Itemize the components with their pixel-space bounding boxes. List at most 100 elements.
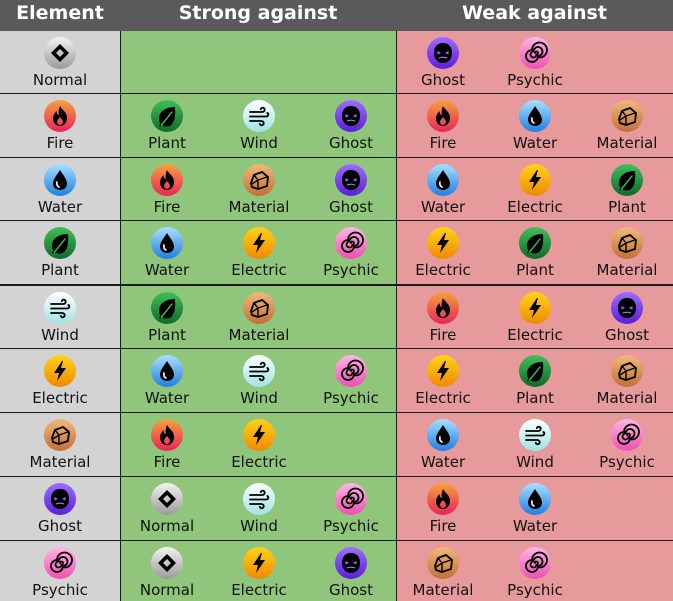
wind-icon xyxy=(243,100,275,132)
element-psychic: Psychic xyxy=(14,541,106,601)
element-normal: Normal xyxy=(14,31,106,91)
element-label: Psychic xyxy=(323,261,379,279)
element-label: Ghost xyxy=(328,134,373,152)
weak-item-plant: Plant xyxy=(489,221,581,281)
element-label: Ghost xyxy=(328,581,373,599)
element-label: Psychic xyxy=(507,71,563,89)
element-cell-material: Material xyxy=(0,413,120,476)
diamond-icon xyxy=(151,547,183,579)
element-ghost: Ghost xyxy=(14,477,106,537)
element-label: Water xyxy=(144,389,190,407)
droplet-icon xyxy=(519,100,551,132)
element-label: Material xyxy=(596,389,658,407)
weak-item-electric: Electric xyxy=(397,349,489,409)
weak-item-material: Material xyxy=(581,349,673,409)
strong-item-ghost: Ghost xyxy=(305,541,397,601)
spiral-icon xyxy=(519,547,551,579)
weak-item-plant: Plant xyxy=(581,158,673,218)
element-label: Fire xyxy=(429,517,457,535)
element-label: Fire xyxy=(153,453,181,471)
element-label: Electric xyxy=(507,326,563,344)
lightning-icon xyxy=(243,547,275,579)
weak-item-psychic: Psychic xyxy=(489,541,581,601)
element-label: Ghost xyxy=(604,326,649,344)
strong-item-water: Water xyxy=(121,349,213,409)
strong-against-cell-fire: Plant Wind Ghost xyxy=(121,94,396,157)
strong-item-normal: Normal xyxy=(121,477,213,537)
element-label: Water xyxy=(37,198,83,216)
strong-against-cell-ghost: Normal Wind Psychic xyxy=(121,477,396,540)
weak-against-cell-material: Water Wind Psychic xyxy=(397,413,673,476)
strong-against-cell-psychic: Normal Electric Ghost xyxy=(121,541,396,601)
weak-item-fire: Fire xyxy=(397,477,489,537)
element-label: Plant xyxy=(41,261,79,279)
element-label: Electric xyxy=(32,389,88,407)
element-label: Plant xyxy=(148,134,186,152)
ghost-icon xyxy=(44,483,76,515)
element-label: Electric xyxy=(231,453,287,471)
element-electric: Electric xyxy=(14,349,106,409)
weak-item-wind: Wind xyxy=(489,413,581,473)
element-label: Electric xyxy=(507,198,563,216)
element-label: Plant xyxy=(148,326,186,344)
weak-item-water: Water xyxy=(397,413,489,473)
flame-icon xyxy=(427,292,459,324)
spiral-icon xyxy=(44,547,76,579)
droplet-icon xyxy=(427,419,459,451)
element-label: Water xyxy=(512,134,558,152)
element-label: Ghost xyxy=(37,517,82,535)
diamond-icon xyxy=(44,37,76,69)
element-label: Material xyxy=(412,581,474,599)
element-material: Material xyxy=(14,413,106,473)
element-label: Water xyxy=(420,453,466,471)
wind-icon xyxy=(243,483,275,515)
weak-against-cell-ghost: Fire Water xyxy=(397,477,673,540)
rock-icon xyxy=(44,419,76,451)
element-label: Plant xyxy=(516,389,554,407)
weak-against-cell-plant: Electric Plant Material xyxy=(397,221,673,284)
flame-icon xyxy=(427,483,459,515)
weak-item-material: Material xyxy=(397,541,489,601)
flame-icon xyxy=(427,100,459,132)
weak-item-electric: Electric xyxy=(489,286,581,346)
lightning-icon xyxy=(44,355,76,387)
element-label: Psychic xyxy=(599,453,655,471)
rock-icon xyxy=(611,355,643,387)
element-water: Water xyxy=(14,158,106,218)
row-divider xyxy=(0,476,673,477)
leaf-icon xyxy=(519,227,551,259)
lightning-icon xyxy=(243,227,275,259)
flame-icon xyxy=(44,100,76,132)
wind-icon xyxy=(519,419,551,451)
row-divider xyxy=(0,540,673,541)
element-label: Ghost xyxy=(420,71,465,89)
element-label: Normal xyxy=(139,517,195,535)
ghost-icon xyxy=(611,292,643,324)
ghost-icon xyxy=(427,37,459,69)
element-label: Water xyxy=(144,261,190,279)
row-divider xyxy=(0,285,673,286)
element-fire: Fire xyxy=(14,94,106,154)
element-label: Fire xyxy=(429,134,457,152)
rock-icon xyxy=(427,547,459,579)
header-element: Element xyxy=(16,2,104,24)
element-label: Material xyxy=(596,261,658,279)
ghost-icon xyxy=(335,547,367,579)
strong-item-fire: Fire xyxy=(121,158,213,218)
element-plant: Plant xyxy=(14,221,106,281)
row-divider xyxy=(0,220,673,221)
lightning-icon xyxy=(519,292,551,324)
element-label: Plant xyxy=(516,261,554,279)
element-label: Psychic xyxy=(507,581,563,599)
element-label: Psychic xyxy=(323,389,379,407)
strong-against-cell-normal xyxy=(121,31,396,94)
element-label: Electric xyxy=(415,261,471,279)
diamond-icon xyxy=(151,483,183,515)
spiral-icon xyxy=(335,227,367,259)
element-cell-normal: Normal xyxy=(0,31,120,94)
weak-item-plant: Plant xyxy=(489,349,581,409)
element-label: Electric xyxy=(231,261,287,279)
element-wind: Wind xyxy=(14,286,106,346)
weak-item-electric: Electric xyxy=(397,221,489,281)
strong-against-cell-plant: Water Electric Psychic xyxy=(121,221,396,284)
